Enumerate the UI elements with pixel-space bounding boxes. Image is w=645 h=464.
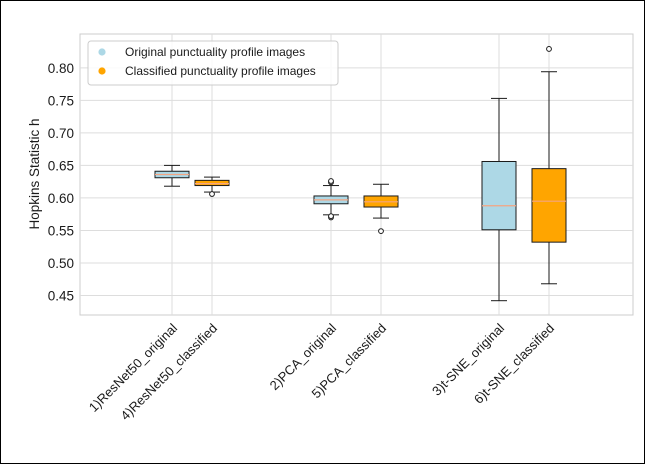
y-tick-label: 0.70 — [48, 126, 74, 141]
y-axis: 0.45 0.50 0.55 0.60 0.65 0.70 0.75 0.80 — [48, 61, 74, 304]
box-2)PCA_original — [313, 178, 349, 221]
legend-marker — [98, 48, 106, 56]
box-3)t-SNE_original — [481, 97, 517, 302]
outlier-point — [328, 178, 334, 184]
y-tick-label: 0.75 — [48, 93, 74, 108]
outlier-point — [328, 213, 334, 220]
y-tick-label: 0.45 — [48, 288, 74, 303]
boxes-layer — [154, 46, 567, 302]
y-tick-label: 0.55 — [48, 223, 74, 238]
box-1)ResNet50_original — [154, 164, 190, 187]
outlier-point — [378, 228, 384, 234]
legend-marker — [98, 67, 106, 75]
y-tick-label: 0.80 — [48, 61, 74, 76]
box-6)t-SNE_classified — [531, 46, 567, 285]
box-4)ResNet50_classified — [194, 176, 230, 197]
legend: Original punctuality profile images Class… — [87, 40, 339, 86]
box-5)PCA_classified — [363, 183, 399, 234]
y-axis-label: Hopkins Statistic h — [27, 118, 42, 229]
legend-box — [87, 40, 339, 86]
legend-label: Original punctuality profile images — [125, 45, 305, 59]
y-tick-label: 0.60 — [48, 191, 74, 206]
x-axis: 1)ResNet50_original4)ResNet50_classified… — [86, 320, 557, 423]
iqr-box — [194, 179, 230, 187]
iqr-box — [481, 160, 517, 231]
y-tick-label: 0.50 — [48, 256, 74, 271]
outlier-point — [209, 191, 215, 197]
outlier-point — [546, 46, 552, 52]
legend-label: Classified punctuality profile images — [125, 64, 316, 78]
iqr-box — [531, 168, 567, 243]
y-tick-label: 0.65 — [48, 158, 74, 173]
